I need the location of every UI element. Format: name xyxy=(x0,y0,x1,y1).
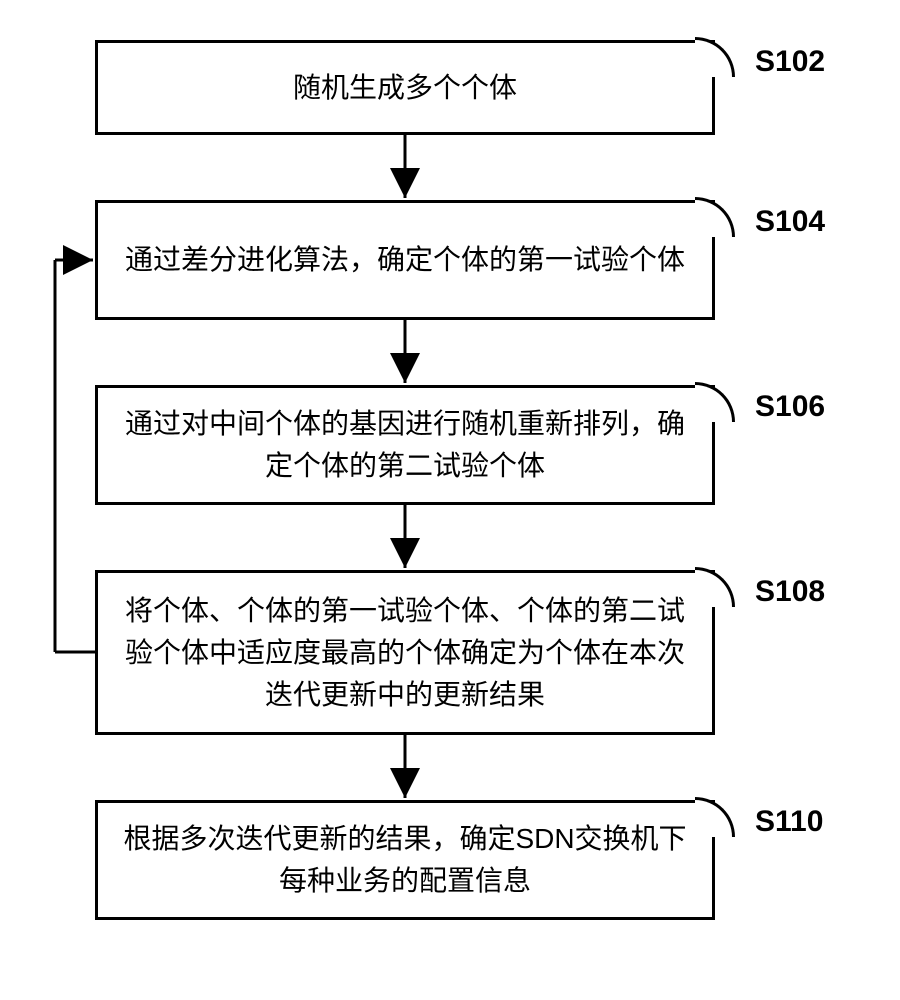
step-label-s104: S104 xyxy=(755,205,825,239)
step-label-s102: S102 xyxy=(755,45,825,79)
flowchart-box-s104: 通过差分进化算法，确定个体的第一试验个体 xyxy=(95,200,715,320)
label-connector-s110 xyxy=(695,797,735,837)
label-connector-s108 xyxy=(695,567,735,607)
label-connector-s106 xyxy=(695,382,735,422)
flowchart-box-s106: 通过对中间个体的基因进行随机重新排列，确定个体的第二试验个体 xyxy=(95,385,715,505)
label-connector-s102 xyxy=(695,37,735,77)
step-label-s108: S108 xyxy=(755,575,825,609)
label-connector-s104 xyxy=(695,197,735,237)
flowchart-box-s110: 根据多次迭代更新的结果，确定SDN交换机下每种业务的配置信息 xyxy=(95,800,715,920)
flowchart-box-s108: 将个体、个体的第一试验个体、个体的第二试验个体中适应度最高的个体确定为个体在本次… xyxy=(95,570,715,735)
step-label-s106: S106 xyxy=(755,390,825,424)
step-label-s110: S110 xyxy=(755,805,823,839)
flowchart-box-s102: 随机生成多个个体 xyxy=(95,40,715,135)
